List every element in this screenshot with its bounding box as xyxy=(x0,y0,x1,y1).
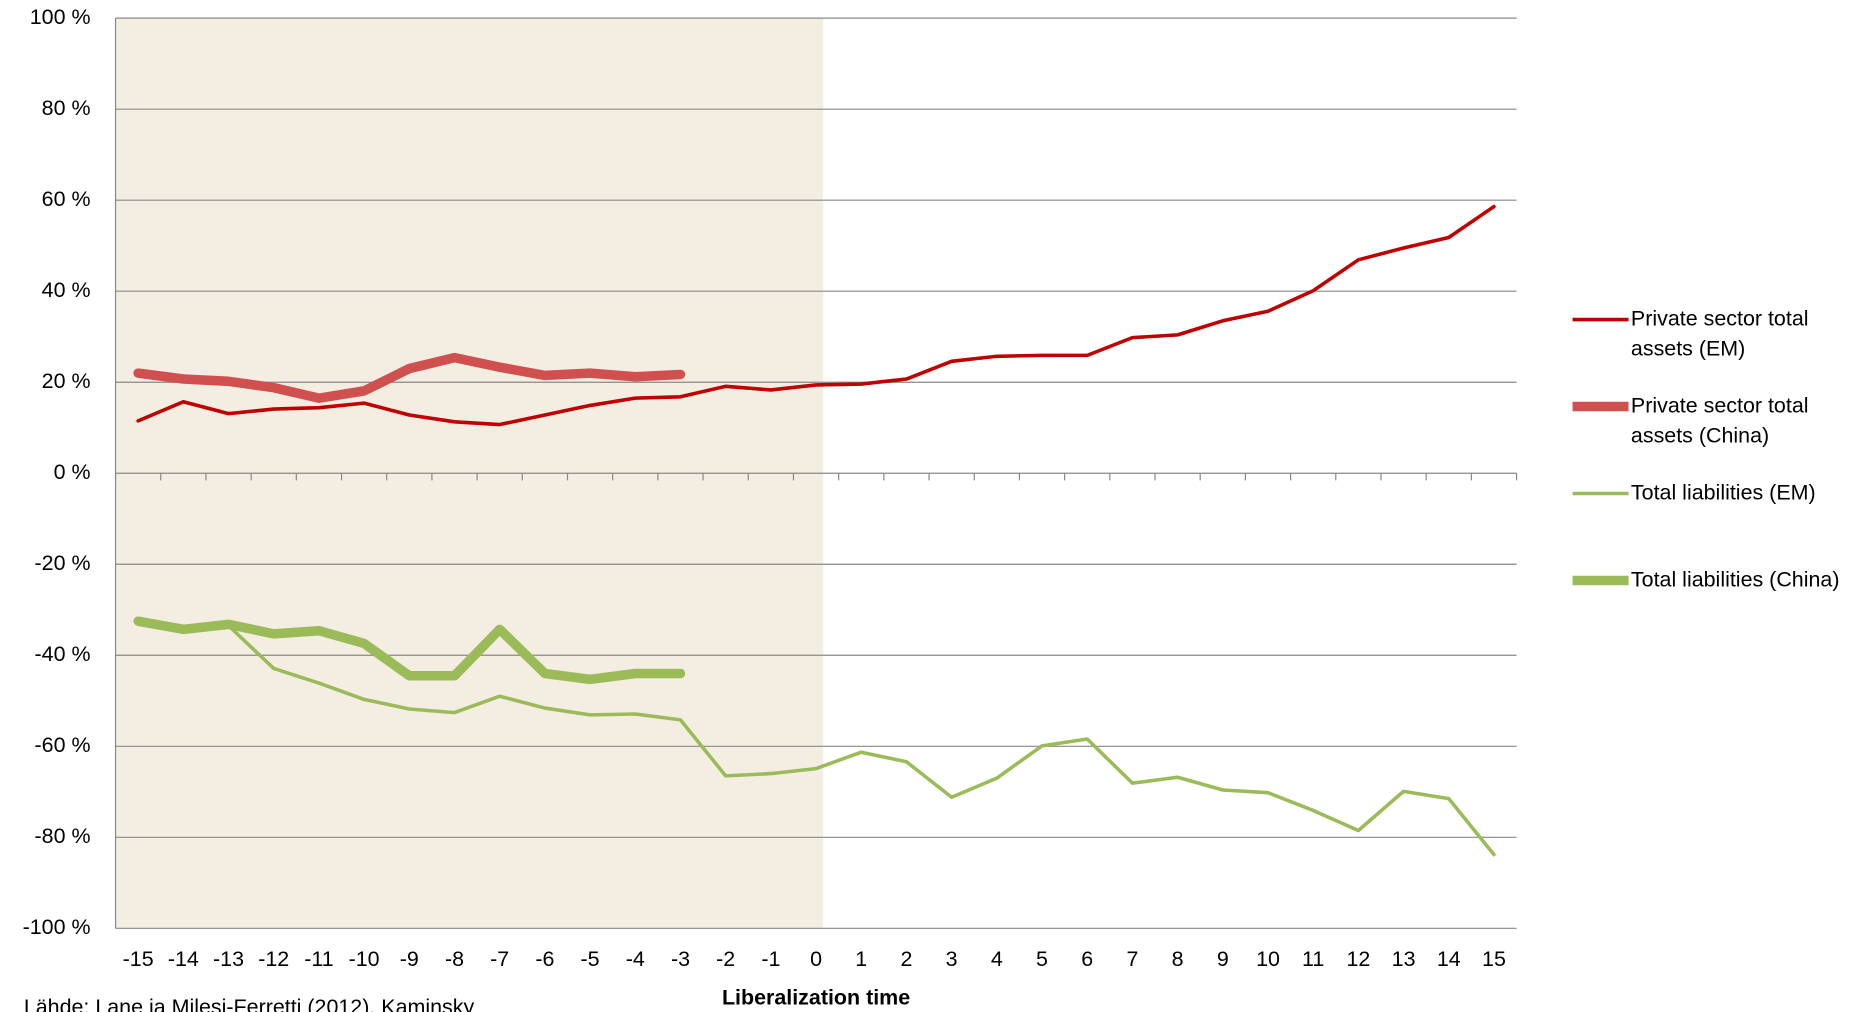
legend-entry: Private sector total assets (China) xyxy=(1630,393,1809,448)
y-tick-label: -100 % xyxy=(23,915,91,939)
legend-label: Private sector total assets (China) xyxy=(1630,393,1809,448)
legend-label: Total liabilities (China) xyxy=(1630,567,1840,592)
x-tick-label: -5 xyxy=(581,947,600,971)
x-tick-label: -3 xyxy=(671,947,690,971)
y-tick-label: 0 % xyxy=(54,460,91,484)
y-tick-label: -20 % xyxy=(35,551,91,575)
x-tick-label: 7 xyxy=(1126,947,1138,971)
x-tick-label: 9 xyxy=(1217,947,1229,971)
x-tick-label: -10 xyxy=(349,947,380,971)
series-line xyxy=(136,204,1496,427)
x-tick-label: 0 xyxy=(810,947,822,971)
y-tick-label: 80 % xyxy=(42,96,91,120)
x-tick-label: 5 xyxy=(1036,947,1048,971)
y-tick-label: 20 % xyxy=(42,369,91,393)
x-tick-label: 15 xyxy=(1482,947,1506,971)
series-line xyxy=(136,619,1496,857)
x-tick-label: -7 xyxy=(490,947,509,971)
x-tick-label: 2 xyxy=(900,947,912,971)
x-tick-label: -12 xyxy=(258,947,289,971)
x-tick-label: -13 xyxy=(213,947,244,971)
legend-entry: Total liabilities (China) xyxy=(1630,567,1840,592)
x-tick-label: 11 xyxy=(1302,947,1324,971)
x-tick-label: 14 xyxy=(1437,947,1461,971)
x-tick-label: 10 xyxy=(1256,947,1280,971)
x-tick-label: -1 xyxy=(761,947,780,971)
y-tick-label: -80 % xyxy=(35,824,91,848)
y-tick-label: -40 % xyxy=(35,642,91,666)
x-tick-label: 3 xyxy=(946,947,958,971)
x-tick-label: -9 xyxy=(400,947,419,971)
y-tick-label: 40 % xyxy=(42,278,91,302)
x-tick-label: -4 xyxy=(626,947,645,971)
x-tick-label: 13 xyxy=(1392,947,1416,971)
legend-entry: Total liabilities (EM) xyxy=(1630,480,1816,505)
series-line xyxy=(133,352,686,403)
x-axis-label: Liberalization time xyxy=(722,985,910,1009)
x-tick-label: -6 xyxy=(535,947,554,971)
x-tick-label: 4 xyxy=(991,947,1003,971)
y-tick-label: -60 % xyxy=(35,733,91,757)
x-tick-label: 12 xyxy=(1346,947,1370,971)
x-tick-label: -8 xyxy=(445,947,464,971)
y-tick-label: 60 % xyxy=(42,187,91,211)
legend-label: Total liabilities (EM) xyxy=(1630,480,1816,505)
x-tick-label: -11 xyxy=(304,947,333,971)
x-tick-label: -14 xyxy=(168,947,199,971)
x-tick-label: 8 xyxy=(1172,947,1184,971)
x-tick-label: 1 xyxy=(855,947,867,971)
y-tick-label: 100 % xyxy=(30,5,91,29)
x-tick-label: -2 xyxy=(716,947,735,971)
x-tick-label: 6 xyxy=(1081,947,1093,971)
legend-label: Private sector total assets (EM) xyxy=(1630,306,1809,361)
series-line xyxy=(133,616,686,685)
x-tick-label: -15 xyxy=(123,947,154,971)
legend-entry: Private sector total assets (EM) xyxy=(1630,306,1809,361)
source-note: Lähde: Lane ja Milesi-Ferretti (2012), K… xyxy=(24,995,475,1012)
